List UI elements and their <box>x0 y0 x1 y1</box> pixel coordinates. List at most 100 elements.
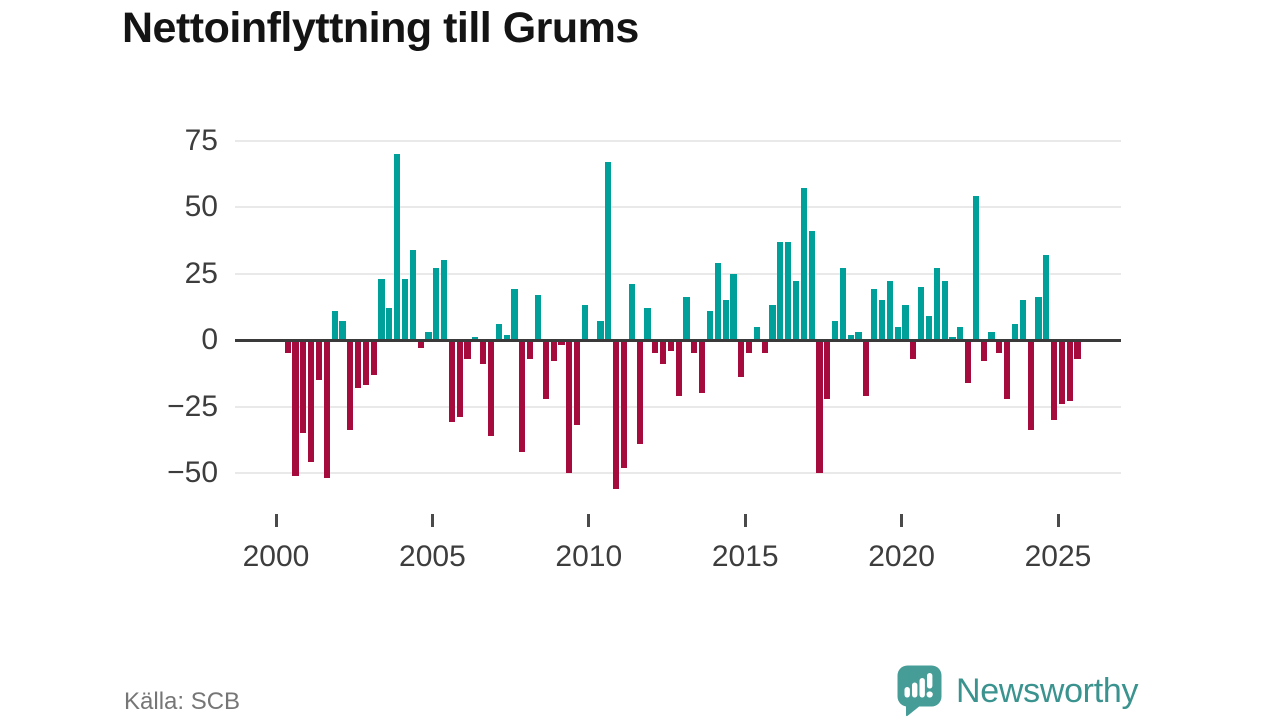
bar-2015-q3 <box>761 340 768 354</box>
bar-2001-q4 <box>331 310 338 340</box>
bar-2017-q4 <box>832 321 839 340</box>
bar-2006-q1 <box>464 340 471 359</box>
bar-2018-q4 <box>863 340 870 396</box>
bar-2023-q2 <box>1004 340 1011 399</box>
bar-2022-q4 <box>988 332 995 340</box>
bar-2002-q1 <box>339 321 346 340</box>
bar-2013-q3 <box>699 340 706 394</box>
x-axis-tick-2000 <box>274 514 278 527</box>
y-axis-tick-label: 50 <box>184 190 218 223</box>
bar-2010-q4 <box>613 340 620 489</box>
plot-area: 75 50 25 0 −25 −50 2000 2005 2010 2015 2020 2025 <box>167 123 1121 573</box>
y-axis-tick-label: 0 <box>201 323 218 356</box>
bar-2016-q4 <box>800 188 807 340</box>
bar-2000-q2 <box>284 340 291 354</box>
bar-2003-q1 <box>370 340 377 375</box>
bar-2011-q2 <box>628 284 635 340</box>
bar-2004-q4 <box>425 332 432 340</box>
bar-2007-q3 <box>511 289 518 340</box>
newsworthy-logo: Newsworthy <box>896 664 1138 718</box>
bar-2024-q1 <box>1027 340 1034 431</box>
bar-2014-q4 <box>738 340 745 378</box>
gridline-75 <box>235 139 1121 142</box>
bar-2020-q1 <box>902 305 909 340</box>
bar-2000-q3 <box>292 340 299 476</box>
bar-2012-q2 <box>659 340 667 364</box>
bar-2023-q3 <box>1011 324 1019 340</box>
bar-2008-q3 <box>542 340 549 399</box>
bar-2015-q1 <box>746 340 753 354</box>
bar-2025-q3 <box>1074 340 1081 359</box>
bar-2025-q1 <box>1058 340 1065 404</box>
bar-2012-q1 <box>652 340 659 354</box>
bar-2001-q2 <box>315 340 323 380</box>
bar-2002-q3 <box>355 340 362 388</box>
bar-2024-q4 <box>1050 340 1058 420</box>
bar-2004-q3 <box>417 340 424 348</box>
bar-2022-q1 <box>964 340 972 383</box>
bar-2015-q2 <box>753 326 761 340</box>
x-axis-tick-2010 <box>587 514 591 527</box>
x-axis-tick-label: 2005 <box>399 540 466 573</box>
bar-2024-q3 <box>1043 254 1050 340</box>
bar-2013-q2 <box>691 340 698 354</box>
bar-2021-q4 <box>957 326 964 340</box>
bar-2014-q1 <box>714 262 721 340</box>
bar-2021-q1 <box>933 268 940 340</box>
bar-2021-q2 <box>941 281 948 340</box>
bar-2005-q2 <box>441 260 448 340</box>
bar-2001-q1 <box>308 340 315 463</box>
chart-title: Nettoinflyttning till Grums <box>122 4 639 52</box>
bar-2024-q2 <box>1035 297 1042 340</box>
bar-2002-q4 <box>362 340 370 386</box>
x-axis-tick-label: 2025 <box>1024 540 1092 573</box>
bar-2003-q4 <box>394 153 401 340</box>
bar-2017-q2 <box>816 340 823 473</box>
bar-2011-q4 <box>644 308 651 340</box>
bar-2023-q4 <box>1019 300 1026 340</box>
bar-2018-q3 <box>855 332 862 340</box>
bar-2022-q2 <box>972 196 979 340</box>
bar-2019-q4 <box>894 326 901 340</box>
bar-2006-q3 <box>480 340 487 364</box>
bar-2017-q3 <box>824 340 831 399</box>
bar-2020-q4 <box>925 316 933 340</box>
bar-2012-q4 <box>675 340 682 396</box>
bar-2009-q1 <box>558 340 565 346</box>
x-axis-tick-label: 2015 <box>711 540 779 573</box>
bar-2025-q2 <box>1066 340 1073 402</box>
y-axis-tick-label: 25 <box>184 256 218 290</box>
bar-2007-q4 <box>519 340 526 452</box>
x-axis-tick-label: 2010 <box>555 540 623 573</box>
bar-2003-q2 <box>378 278 385 340</box>
bar-2004-q1 <box>401 278 409 340</box>
bar-2014-q3 <box>730 273 737 340</box>
zero-baseline <box>235 338 1121 342</box>
bar-2019-q1 <box>871 289 878 340</box>
x-axis-tick-2015 <box>743 514 747 527</box>
bar-2000-q4 <box>300 340 307 434</box>
bar-2016-q2 <box>785 241 792 340</box>
x-axis-tick-label: 2020 <box>868 540 935 573</box>
bar-2020-q2 <box>910 340 917 359</box>
y-axis-tick-label: 75 <box>184 123 218 157</box>
bar-2023-q1 <box>996 340 1003 354</box>
bar-2002-q2 <box>347 340 354 431</box>
x-axis-tick-2005 <box>430 514 434 527</box>
bar-2017-q1 <box>808 230 815 340</box>
gridline-25 <box>235 272 1121 275</box>
x-axis-tick-2020 <box>900 514 904 527</box>
bar-2006-q4 <box>487 340 495 436</box>
bar-2008-q4 <box>550 340 557 362</box>
source-label: Källa: SCB <box>124 688 241 715</box>
bar-2007-q2 <box>503 334 510 340</box>
bar-2005-q3 <box>448 340 456 423</box>
bar-2011-q1 <box>620 340 628 468</box>
x-axis-tick-label: 2000 <box>242 540 310 573</box>
bar-2008-q1 <box>527 340 534 359</box>
gridline--25 <box>235 405 1121 408</box>
bar-2022-q3 <box>980 340 987 362</box>
bar-2008-q2 <box>534 294 542 340</box>
newsworthy-logo-icon <box>897 665 942 717</box>
